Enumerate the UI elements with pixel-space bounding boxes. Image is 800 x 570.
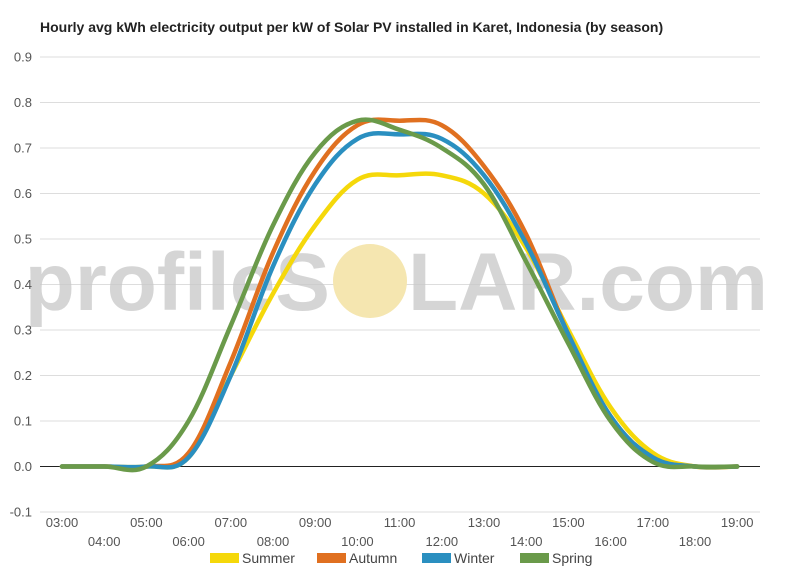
watermark-sun-icon bbox=[333, 244, 407, 318]
y-tick-label: 0.9 bbox=[14, 50, 32, 65]
legend-label-winter: Winter bbox=[454, 550, 495, 566]
x-tick-label: 12:00 bbox=[426, 534, 459, 549]
y-tick-label: 0.7 bbox=[14, 141, 32, 156]
series-line-winter bbox=[59, 130, 740, 470]
legend-swatch-summer bbox=[210, 553, 239, 563]
x-tick-label: 15:00 bbox=[552, 515, 585, 530]
series-line-spring bbox=[59, 117, 740, 473]
legend-label-autumn: Autumn bbox=[349, 550, 397, 566]
y-tick-label: 0.1 bbox=[14, 414, 32, 429]
y-tick-label: -0.1 bbox=[10, 505, 32, 520]
y-tick-label: 0.0 bbox=[14, 459, 32, 474]
x-tick-label: 04:00 bbox=[88, 534, 121, 549]
y-tick-label: 0.4 bbox=[14, 277, 32, 292]
chart-title: Hourly avg kWh electricity output per kW… bbox=[40, 19, 664, 35]
x-tick-label: 06:00 bbox=[172, 534, 205, 549]
x-tick-label: 17:00 bbox=[637, 515, 670, 530]
y-tick-label: 0.6 bbox=[14, 186, 32, 201]
x-tick-label: 13:00 bbox=[468, 515, 501, 530]
x-tick-label: 09:00 bbox=[299, 515, 332, 530]
y-tick-label: 0.8 bbox=[14, 95, 32, 110]
watermark-text-left: profileS bbox=[25, 237, 330, 328]
x-tick-label: 18:00 bbox=[679, 534, 712, 549]
x-tick-label: 10:00 bbox=[341, 534, 374, 549]
watermark-text-right: LAR.com bbox=[408, 237, 768, 328]
y-tick-label: 0.5 bbox=[14, 232, 32, 247]
series-layer bbox=[59, 117, 740, 473]
legend-swatch-spring bbox=[520, 553, 549, 563]
x-tick-label: 07:00 bbox=[215, 515, 248, 530]
legend-swatch-winter bbox=[422, 553, 451, 563]
x-tick-label: 16:00 bbox=[594, 534, 627, 549]
x-tick-label: 14:00 bbox=[510, 534, 543, 549]
y-tick-label: 0.2 bbox=[14, 368, 32, 383]
legend: Summer Autumn Winter Spring bbox=[210, 550, 592, 566]
y-tick-label: 0.3 bbox=[14, 323, 32, 338]
x-tick-label: 05:00 bbox=[130, 515, 163, 530]
x-tick-label: 03:00 bbox=[46, 515, 79, 530]
watermark: profileS LAR.com bbox=[25, 237, 768, 328]
x-tick-label: 08:00 bbox=[257, 534, 290, 549]
legend-label-summer: Summer bbox=[242, 550, 295, 566]
legend-label-spring: Spring bbox=[552, 550, 592, 566]
x-tick-label: 11:00 bbox=[384, 515, 416, 530]
legend-swatch-autumn bbox=[317, 553, 346, 563]
x-tick-label: 19:00 bbox=[721, 515, 754, 530]
